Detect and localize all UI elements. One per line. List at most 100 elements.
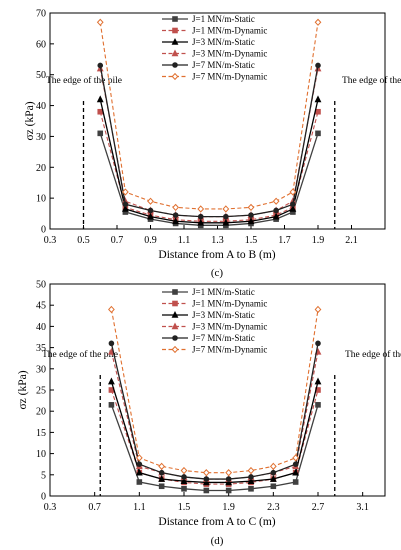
x-axis-label-c: Distance from A to B (m)	[158, 249, 275, 261]
data-point	[121, 188, 129, 196]
data-point	[225, 478, 233, 486]
y-axis-label-d: σz (kPa)	[17, 370, 29, 409]
legend-label: J=1 MN/m-Static	[192, 287, 255, 297]
legend-label: J=7 MN/m-Dynamic	[192, 345, 267, 355]
x-tick-label: 0.3	[44, 235, 57, 246]
data-point	[135, 468, 143, 476]
data-point	[222, 218, 230, 226]
data-point	[223, 213, 229, 220]
data-point	[314, 18, 322, 26]
y-tick-label: 0	[41, 225, 46, 236]
data-point	[97, 130, 104, 137]
legend-marker	[172, 27, 178, 34]
x-tick-label: 3.1	[356, 502, 369, 513]
data-point	[136, 461, 143, 468]
panel-label-d: (d)	[211, 535, 224, 547]
series-line	[99, 99, 319, 224]
data-point	[315, 340, 321, 347]
data-point	[289, 188, 297, 196]
data-point	[122, 201, 129, 208]
legend-label: J=1 MN/m-Dynamic	[192, 26, 267, 36]
legend-label: J=7 MN/m-Static	[192, 333, 255, 343]
data-point	[247, 217, 255, 225]
data-point	[315, 402, 321, 408]
pile-edge-annotation-right-d: The edge of the pile	[345, 349, 401, 360]
x-tick-label: 0.3	[44, 502, 57, 513]
y-tick-label: 70	[36, 9, 46, 20]
data-point	[202, 469, 210, 477]
y-tick-label: 40	[36, 322, 46, 333]
data-point	[292, 468, 300, 476]
data-point	[172, 212, 179, 218]
legend-label: J=7 MN/m-Dynamic	[192, 72, 267, 82]
x-tick-label: 0.9	[144, 235, 157, 246]
series-line	[110, 309, 319, 474]
y-tick-label: 20	[36, 407, 46, 418]
legend-label: J=3 MN/m-Static	[192, 37, 255, 47]
pile-edge-annotation-left-c: The edge of the pile	[46, 75, 122, 86]
data-point	[289, 204, 297, 212]
series-line	[110, 343, 319, 480]
data-point	[97, 62, 104, 69]
data-point	[158, 462, 166, 470]
data-point	[158, 475, 166, 482]
data-point	[158, 469, 165, 476]
legend-label: J=3 MN/m-Dynamic	[192, 49, 267, 59]
y-tick-label: 25	[36, 386, 46, 397]
data-point	[270, 483, 277, 490]
data-point	[292, 479, 299, 485]
data-point	[225, 487, 232, 494]
legend-marker	[172, 289, 178, 295]
data-point	[96, 95, 104, 103]
data-point	[292, 461, 299, 468]
legend-label: J=3 MN/m-Dynamic	[192, 322, 267, 332]
data-point	[172, 203, 180, 212]
legend-marker	[171, 72, 179, 81]
legend-marker	[172, 300, 178, 307]
data-point	[315, 108, 321, 115]
x-tick-label: 1.5	[245, 235, 258, 246]
data-point	[203, 476, 210, 482]
data-point	[247, 477, 255, 484]
data-point	[247, 466, 255, 475]
series-line	[110, 381, 319, 484]
y-tick-label: 50	[36, 280, 46, 291]
data-point	[180, 477, 188, 484]
data-point	[292, 454, 300, 462]
y-tick-label: 60	[36, 39, 46, 50]
y-tick-label: 10	[36, 194, 46, 205]
data-point	[197, 205, 205, 213]
data-point	[158, 483, 165, 490]
y-tick-label: 35	[36, 343, 46, 354]
legend-marker	[171, 49, 179, 57]
data-point	[247, 203, 255, 212]
legend-marker	[171, 37, 179, 45]
chart-panel-d: σz (kPa) Distance from A to C (m) (d) Th…	[17, 280, 401, 548]
data-point	[108, 305, 115, 314]
x-tick-label: 0.5	[77, 235, 90, 246]
data-point	[181, 485, 187, 492]
x-tick-label: 1.1	[133, 502, 146, 513]
series-line	[99, 133, 319, 226]
x-tick-label: 1.5	[178, 502, 191, 513]
x-axis-label-d: Distance from A to C (m)	[158, 516, 275, 528]
x-tick-label: 2.7	[312, 502, 325, 513]
data-point	[121, 204, 129, 212]
y-tick-label: 50	[36, 70, 46, 81]
chart-panel-c: σz (kPa) Distance from A to B (m) (c) Th…	[24, 9, 401, 280]
data-point	[314, 377, 322, 385]
data-point	[203, 487, 210, 494]
y-tick-label: 40	[36, 101, 46, 112]
data-point	[290, 201, 296, 208]
series-line	[110, 404, 319, 492]
y-tick-label: 0	[41, 492, 46, 503]
panel-label-c: (c)	[211, 267, 224, 279]
y-tick-label: 5	[41, 470, 46, 481]
data-point	[136, 479, 143, 485]
data-point	[273, 207, 279, 214]
series-line	[99, 111, 319, 222]
x-tick-label: 1.7	[278, 235, 291, 246]
legend-marker	[171, 322, 179, 330]
series-line	[99, 65, 319, 218]
data-point	[314, 95, 322, 103]
